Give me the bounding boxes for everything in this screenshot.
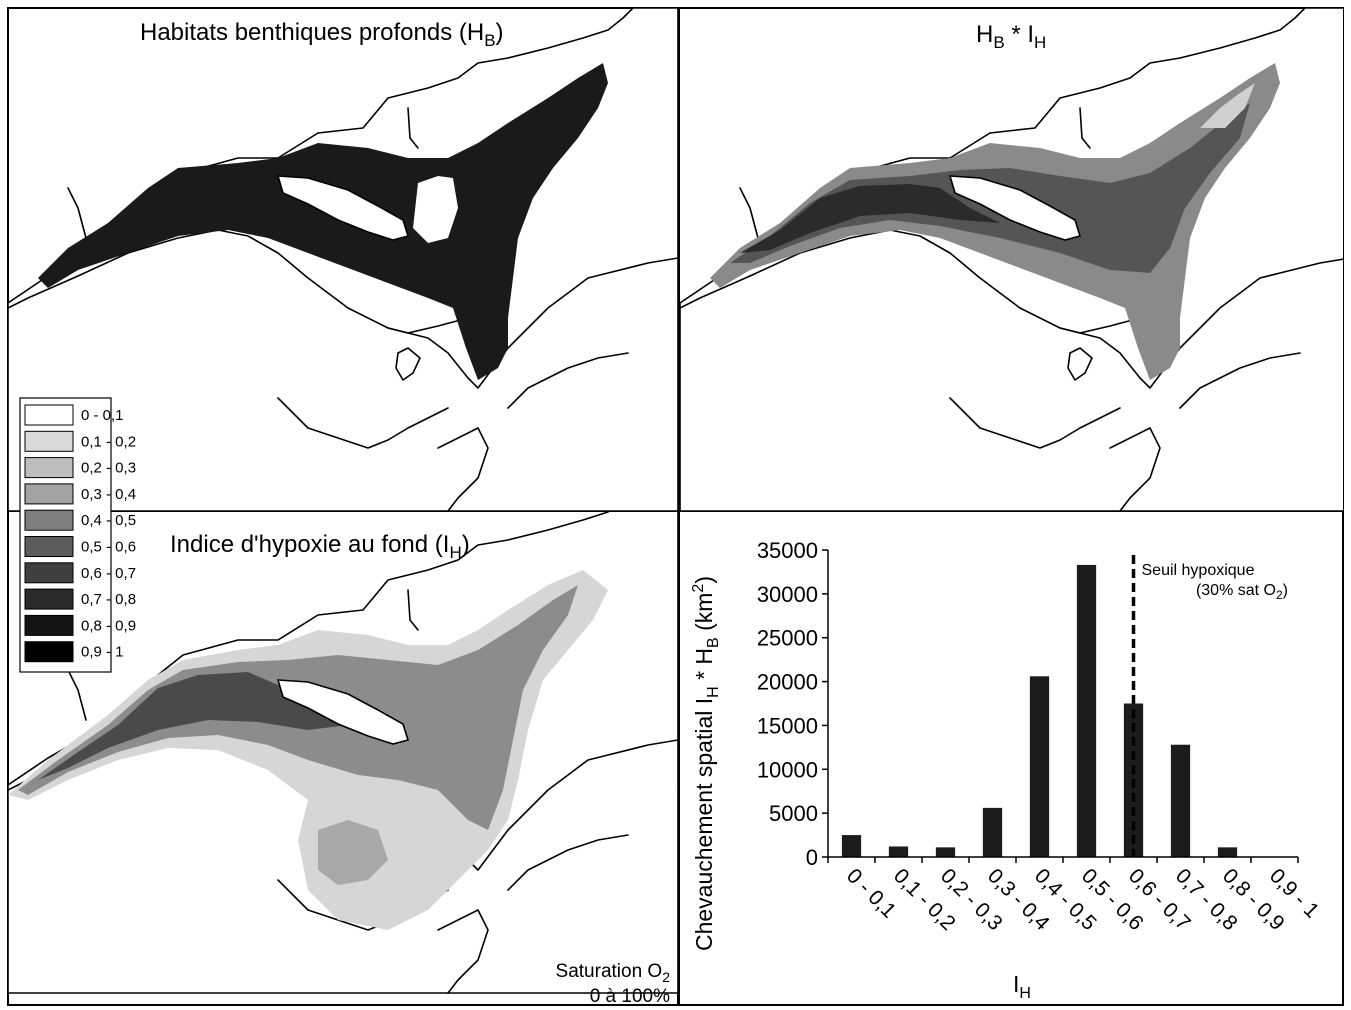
legend-swatch: [24, 483, 74, 505]
product-channel-core: [740, 184, 1000, 253]
habitat-channel-main: [38, 63, 608, 380]
legend-label: 0,7 - 0,8: [81, 591, 136, 608]
hypoxia-note-line1: Saturation O2: [556, 961, 671, 985]
legend-label: 0,1 - 0,2: [81, 433, 136, 450]
y-tick-label: 10000: [757, 757, 818, 782]
legend-label: 0,3 - 0,4: [81, 486, 136, 503]
bar: [982, 807, 1003, 857]
x-tick-label: 0 - 0,1: [842, 864, 900, 922]
product-title: HB * IH: [976, 21, 1046, 52]
legend-swatch: [24, 457, 74, 479]
legend-swatch: [24, 614, 74, 636]
legend-label: 0 - 0,1: [81, 407, 124, 424]
threshold-label-line2: (30% sat O2): [1196, 582, 1288, 602]
legend-swatch: [24, 430, 74, 452]
bar: [841, 835, 862, 857]
bars: [841, 564, 1238, 857]
legend-label: 0,4 - 0,5: [81, 512, 136, 529]
legend-swatch: [24, 509, 74, 531]
x-axis-label: IH: [1013, 971, 1031, 1002]
habitat-title: Habitats benthiques profonds (HB): [140, 19, 504, 50]
legend-swatch: [24, 588, 74, 610]
y-axis-label: Chevauchement spatial IH * HB (km2): [690, 576, 722, 951]
legend-swatch: [24, 536, 74, 557]
hypoxia-title: Indice d'hypoxie au fond (IH): [170, 531, 470, 562]
legend-label: 0,5 - 0,6: [81, 539, 136, 556]
legend-label: 0,6 - 0,7: [81, 565, 136, 582]
y-tick-label: 35000: [757, 538, 818, 563]
panel-bottom-right-border: [678, 510, 1344, 1006]
x-axis: 0 - 0,10,1 - 0,20,2 - 0,30,3 - 0,40,4 - …: [827, 856, 1323, 935]
y-axis: 0 5000 10000 15000 20000 25000 30000 35000: [757, 538, 829, 870]
bar: [1076, 564, 1097, 857]
bar: [1170, 744, 1191, 857]
y-tick-label: 25000: [757, 626, 818, 651]
y-tick-label: 5000: [769, 801, 818, 826]
y-tick-label: 15000: [757, 713, 818, 738]
legend-swatch: [24, 641, 74, 663]
legend-swatch: [24, 562, 74, 584]
y-tick-label: 30000: [757, 582, 818, 607]
bar: [888, 846, 909, 857]
map-hypoxia: [8, 512, 678, 994]
legend-label: 0,2 - 0,3: [81, 460, 136, 477]
legend-swatch: [24, 404, 74, 426]
legend: 0 - 0,1 0,1 - 0,2 0,2 - 0,3 0,3 - 0,4 0,4 - …: [24, 404, 136, 663]
bar: [1217, 847, 1238, 857]
bar: [1029, 676, 1050, 857]
y-tick-label: 0: [806, 845, 818, 870]
map-habitat: [8, 8, 678, 511]
hypoxia-note-line2: 0 à 100%: [590, 986, 670, 1007]
y-tick-label: 20000: [757, 670, 818, 695]
legend-label: 0,9 - 1: [81, 644, 124, 661]
map-product: [680, 8, 1343, 511]
hypoxia-zone-southern: [318, 820, 388, 885]
legend-label: 0,8 - 0,9: [81, 617, 136, 634]
bar-chart: 0 5000 10000 15000 20000 25000 30000 35000 0 - …: [690, 538, 1323, 1002]
threshold-label-line1: Seuil hypoxique: [1142, 562, 1255, 579]
hypoxia-zone-dark: [38, 672, 348, 780]
bar: [935, 847, 956, 857]
